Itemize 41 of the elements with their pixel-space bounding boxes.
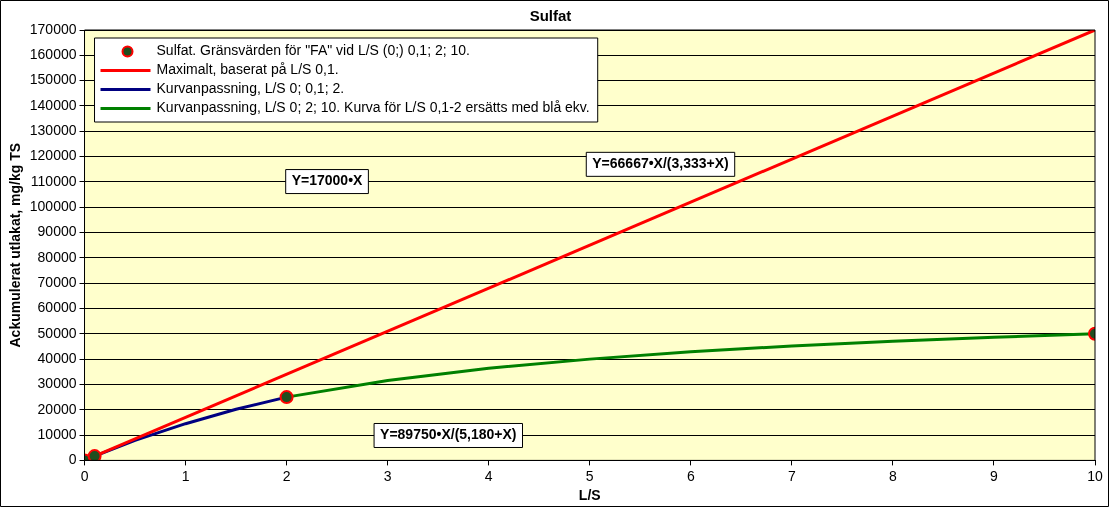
- y-tick-label: 110000: [30, 172, 77, 189]
- y-tick-label: 40000: [37, 349, 77, 366]
- y-tick-label: 80000: [37, 248, 77, 265]
- x-tick-label: 0: [80, 467, 89, 484]
- y-tick-label: 120000: [29, 147, 77, 164]
- x-tick-label: 2: [282, 467, 291, 484]
- x-tick-label: 5: [585, 467, 594, 484]
- legend-label: Sulfat. Gränsvärden för "FA" vid L/S (0;) 0,1; 2; 10.: [156, 42, 470, 59]
- x-tick-label: 10: [1087, 467, 1103, 484]
- y-tick-label: 100000: [29, 198, 77, 215]
- annotation: Y=17000•X: [291, 172, 364, 189]
- x-axis-title: L/S: [578, 487, 601, 504]
- y-tick-label: 50000: [37, 324, 77, 341]
- legend-label: Maximalt, baserat på L/S 0,1.: [156, 61, 339, 78]
- x-tick-label: 6: [686, 467, 695, 484]
- y-tick-label: 170000: [29, 20, 77, 37]
- y-tick-label: 70000: [37, 274, 77, 291]
- annotation: Y=89750•X/(5,180+X): [380, 426, 517, 443]
- y-tick-label: 10000: [37, 425, 77, 442]
- x-tick-label: 1: [181, 467, 190, 484]
- y-axis-title: Ackumulerat utlakat, mg/kg TS: [7, 142, 24, 348]
- point: [279, 390, 294, 405]
- legend-label: Kurvanpassning, L/S 0; 0,1; 2.: [156, 80, 345, 97]
- y-tick-label: 150000: [29, 71, 77, 88]
- x-tick-label: 7: [787, 467, 796, 484]
- y-tick-label: 60000: [37, 299, 77, 316]
- chart-title: Sulfat: [529, 7, 572, 25]
- y-tick-label: 160000: [29, 46, 77, 63]
- y-tick-label: 30000: [37, 375, 77, 392]
- annotation: Y=66667•X/(3,333+X): [592, 155, 729, 172]
- y-tick-label: 90000: [37, 223, 77, 240]
- legend-label: Kurvanpassning, L/S 0; 2; 10. Kurva för L/S 0,1-2 ersätts med blå ekv.: [156, 99, 590, 116]
- x-tick-label: 3: [383, 467, 392, 484]
- point: [87, 449, 102, 461]
- y-tick-label: 130000: [29, 122, 77, 139]
- x-tick-label: 8: [889, 467, 897, 484]
- x-tick-label: 4: [484, 467, 493, 484]
- x-tick-label: 9: [990, 467, 999, 484]
- y-tick-label: 140000: [29, 96, 77, 113]
- y-tick-label: 20000: [37, 400, 77, 417]
- y-tick-label: 0: [68, 451, 77, 468]
